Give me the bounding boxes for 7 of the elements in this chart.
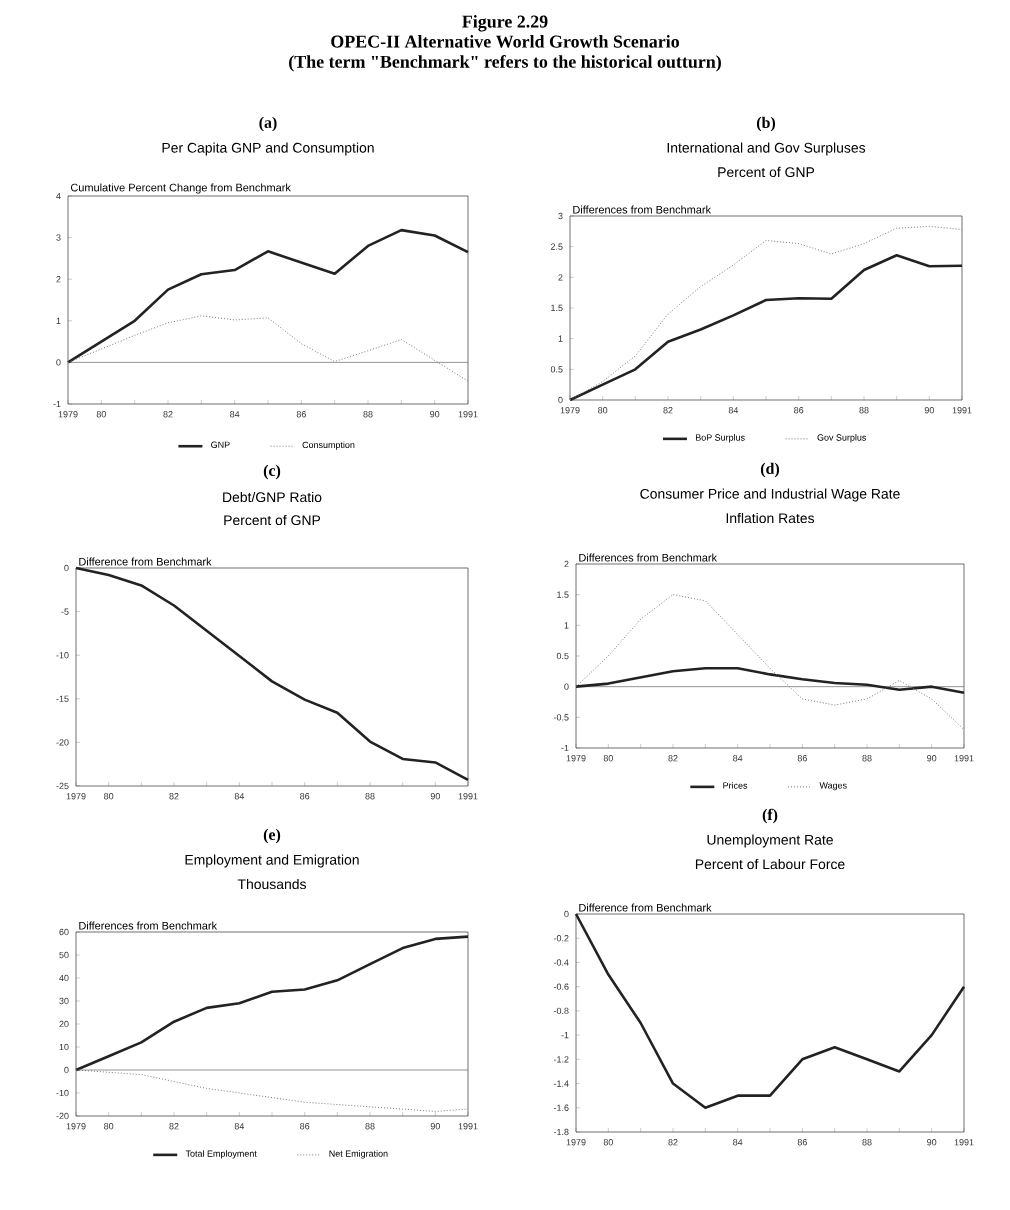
line-series xyxy=(574,912,966,1110)
line-series xyxy=(575,594,965,731)
text: Figure 2.29 xyxy=(462,15,548,32)
line-series xyxy=(74,566,470,782)
line-series xyxy=(74,935,470,1072)
text: (The term "Benchmark" refers to the historical outturn) xyxy=(289,55,721,72)
text: OPEC-II Alternative World Growth Scenario xyxy=(331,35,679,48)
